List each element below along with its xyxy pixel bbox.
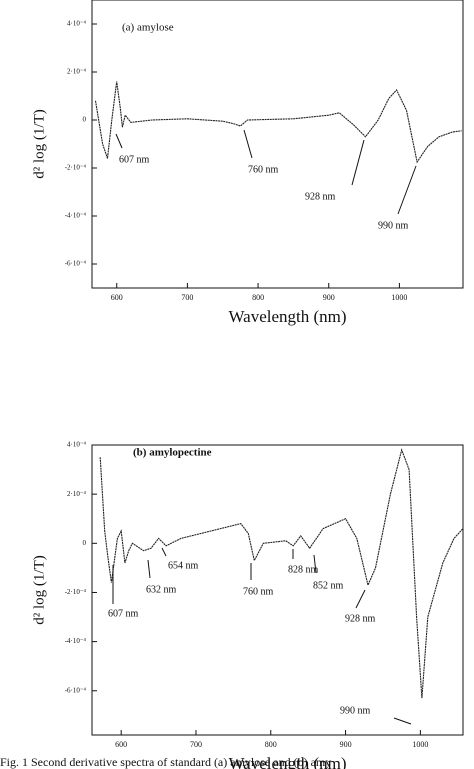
y-tick-label: -4·10⁻⁴	[65, 212, 87, 220]
annotation: 928 nm	[305, 191, 336, 202]
x-axis-label: Wavelength (nm)	[228, 307, 346, 326]
annotation-arrow	[313, 554, 317, 574]
annotation: 654 nm	[168, 560, 199, 571]
x-tick-label: 900	[340, 740, 352, 749]
y-tick-label: -2·10⁻⁴	[65, 588, 87, 596]
spectrum-line	[94, 81, 462, 164]
annotation: 632 nm	[146, 584, 177, 595]
annotation: 928 nm	[345, 613, 376, 624]
x-tick-label: 1000	[391, 293, 407, 302]
y-tick-label: 4·10⁻⁴	[67, 441, 87, 449]
y-tick-label: -4·10⁻⁴	[65, 637, 87, 645]
x-tick-label: 600	[111, 293, 123, 302]
annotation-arrow	[147, 559, 151, 579]
x-tick-label: 800	[252, 293, 264, 302]
annotation: 607 nm	[119, 154, 150, 165]
x-axis-label: Wavelength (nm)	[228, 754, 346, 769]
y-axis-label: d² log (1/T)	[31, 555, 47, 625]
x-tick-label: 800	[265, 740, 277, 749]
y-tick-label: -2·10⁻⁴	[65, 164, 87, 172]
x-tick-label: 700	[181, 293, 193, 302]
y-tick-label: 4·10⁻⁴	[67, 20, 87, 28]
spectrum-line	[99, 448, 464, 699]
caption: Fig. 1 Second derivative spectra of stan…	[0, 755, 331, 769]
plot-frame	[91, 0, 464, 289]
y-tick-label: 2·10⁻⁴	[67, 68, 87, 76]
annotation-arrow	[161, 547, 167, 557]
annotation: 760 nm	[248, 164, 279, 175]
annotation: 760 nm	[243, 586, 274, 597]
y-tick-label: -6·10⁻⁴	[65, 260, 87, 268]
annotation: 990 nm	[340, 705, 371, 716]
annotation: 990 nm	[378, 220, 409, 231]
annotation-arrow	[115, 133, 123, 149]
annotation: 852 nm	[313, 580, 344, 591]
x-tick-label: 700	[190, 740, 202, 749]
y-tick-label: 0	[83, 539, 87, 547]
annotation-arrow	[351, 139, 365, 186]
x-tick-label: 1000	[412, 740, 428, 749]
y-tick-label: 2·10⁻⁴	[67, 490, 87, 498]
plot-frame	[91, 444, 464, 736]
x-tick-label: 600	[115, 740, 127, 749]
annotation-arrow	[355, 589, 366, 609]
annotation-arrow	[243, 129, 253, 159]
y-axis-label: d² log (1/T)	[31, 109, 47, 179]
x-tick-label: 900	[323, 293, 335, 302]
y-tick-label: -6·10⁻⁴	[65, 686, 87, 694]
annotation-arrow	[393, 717, 412, 725]
annotation-arrow	[397, 165, 417, 215]
chart-title: (b) amylopectine	[133, 447, 212, 459]
y-tick-label: 0	[83, 116, 87, 124]
annotation: 607 nm	[108, 608, 139, 619]
chart-title: (a) amylose	[122, 22, 174, 34]
annotation: 828 nm	[288, 564, 319, 575]
